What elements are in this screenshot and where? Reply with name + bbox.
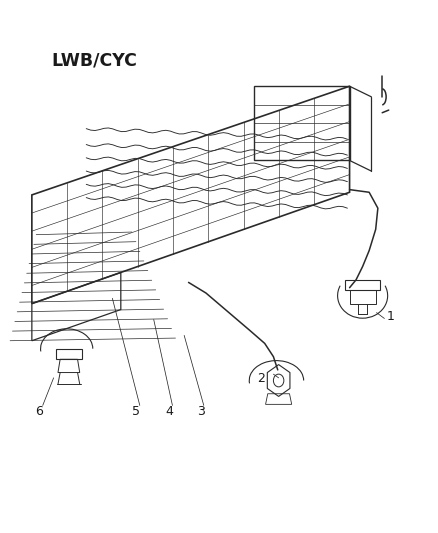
Text: 1: 1 (387, 310, 395, 324)
Text: 4: 4 (165, 405, 173, 418)
Text: 5: 5 (132, 405, 140, 418)
Text: 6: 6 (35, 405, 43, 418)
Text: LWB/CYC: LWB/CYC (51, 52, 138, 70)
Text: 3: 3 (197, 405, 205, 418)
Text: 2: 2 (257, 373, 265, 385)
